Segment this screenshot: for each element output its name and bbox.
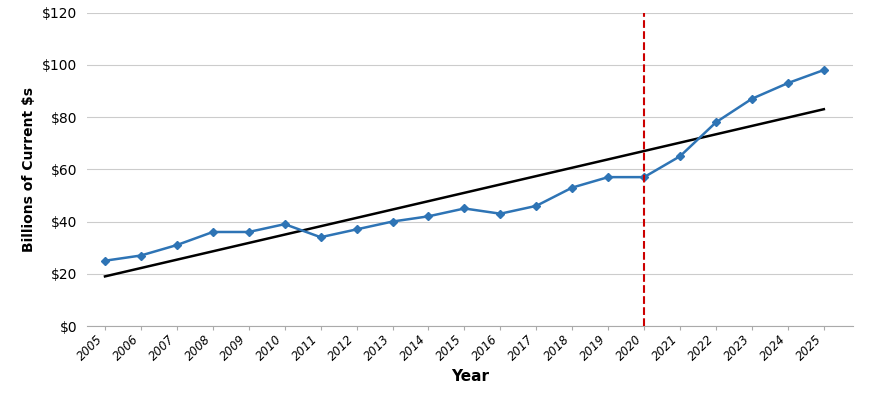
X-axis label: Year: Year (450, 369, 488, 384)
Y-axis label: Billions of Current $s: Billions of Current $s (23, 87, 36, 252)
